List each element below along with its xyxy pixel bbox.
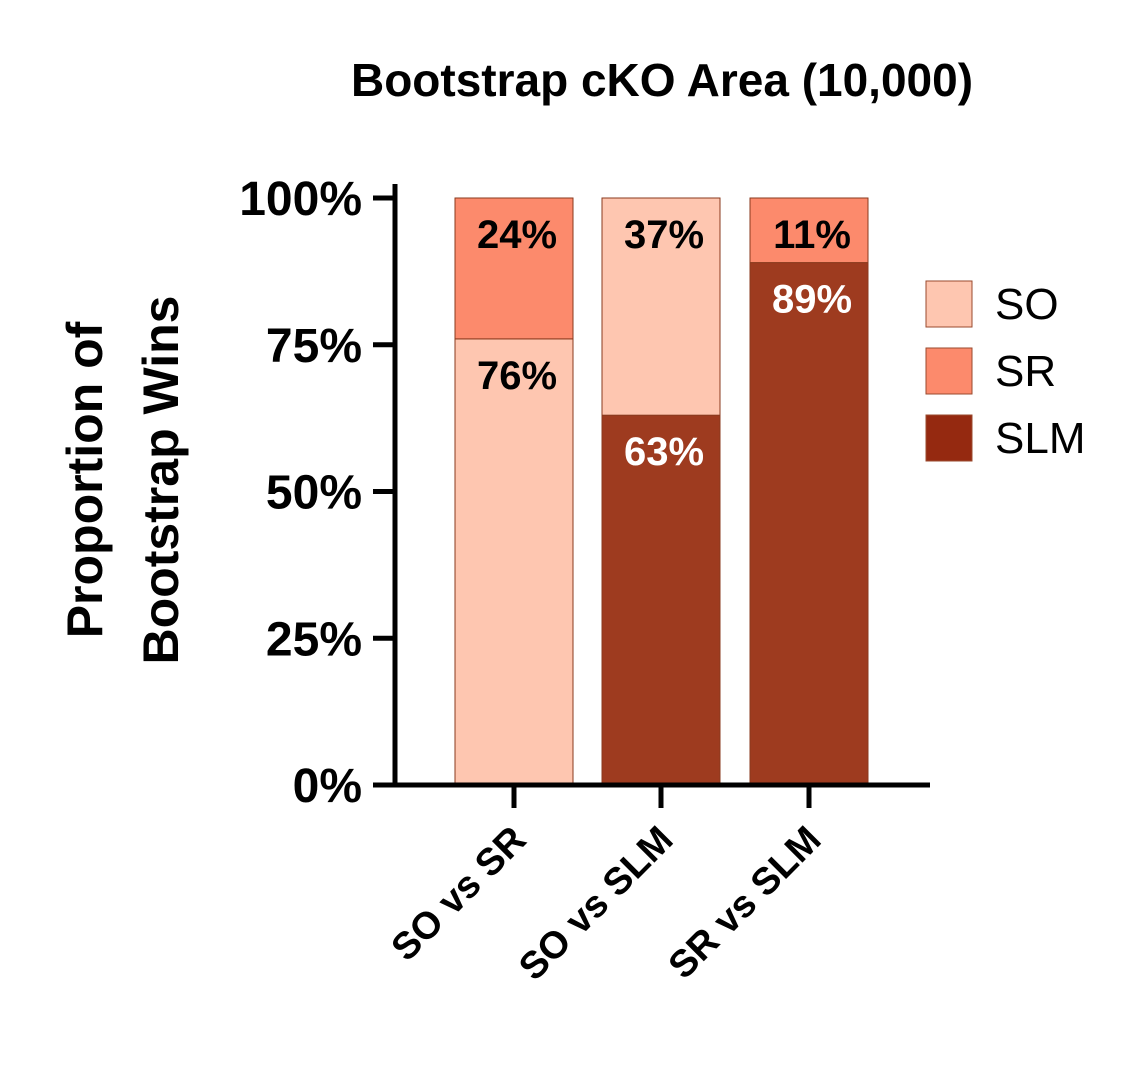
data-label: 63% xyxy=(624,430,704,474)
y-axis-label-line-2: Bootstrap Wins xyxy=(133,296,189,665)
y-axis-label: Proportion of Bootstrap Wins xyxy=(57,296,189,665)
legend-label: SR xyxy=(995,347,1056,396)
x-tick-label: SO vs SR xyxy=(384,819,535,970)
bar-segment-sr xyxy=(749,197,869,264)
y-tick-label: 100% xyxy=(239,173,362,226)
y-tick-label: 50% xyxy=(266,467,362,520)
x-tick-label: SO vs SLM xyxy=(511,819,681,989)
bar-segment-so xyxy=(454,338,574,786)
bar-segment-slm xyxy=(601,414,721,786)
y-tick-label: 25% xyxy=(266,613,362,666)
y-tick-label: 0% xyxy=(293,760,362,813)
data-label: 89% xyxy=(772,278,852,322)
y-tick-label: 75% xyxy=(266,320,362,373)
legend: SO SR SLM xyxy=(925,280,1085,463)
bar-segment-sr xyxy=(454,197,574,340)
data-labels: 76% 24% 63% 37% 89% 11% xyxy=(477,213,852,474)
y-axis-ticks: 0% 25% 50% 75% 100% xyxy=(239,173,395,813)
legend-label: SO xyxy=(995,280,1059,329)
data-label: 76% xyxy=(477,354,557,398)
data-label: 24% xyxy=(477,213,557,257)
x-tick-label: SR vs SLM xyxy=(661,819,830,988)
chart-title: Bootstrap cKO Area (10,000) xyxy=(351,54,973,106)
legend-swatch-sr xyxy=(925,347,973,395)
bar-segment-slm xyxy=(749,262,869,786)
bars xyxy=(454,197,869,786)
legend-swatch-so xyxy=(925,280,973,328)
legend-label: SLM xyxy=(995,414,1085,463)
y-axis-label-line-1: Proportion of xyxy=(57,321,113,638)
data-label: 37% xyxy=(624,213,704,257)
legend-swatch-slm xyxy=(925,414,973,462)
bar-segment-so xyxy=(601,197,721,416)
data-label: 11% xyxy=(773,213,851,257)
